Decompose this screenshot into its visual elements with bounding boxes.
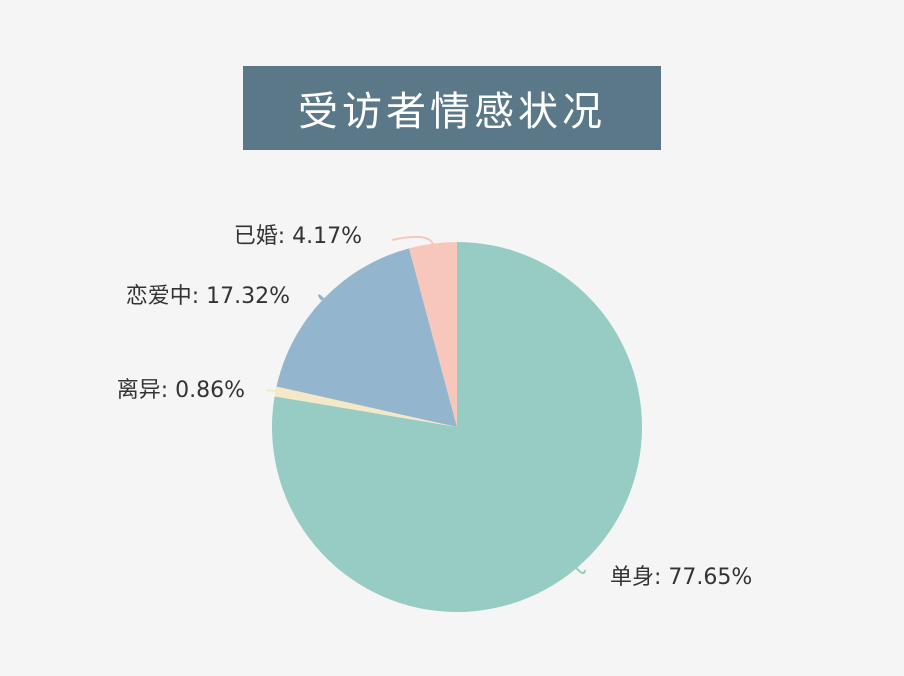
leader-line-1 <box>574 566 586 575</box>
pie-slice-3 <box>276 248 457 427</box>
chart-title: 受访者情感状况 <box>298 89 606 135</box>
leader-line-2 <box>267 389 278 393</box>
leader-line-4 <box>391 235 435 246</box>
pie-slice-4 <box>409 242 457 427</box>
chart-title-box: 受访者情感状况 <box>243 66 661 150</box>
slice-labels: 单身: 77.65% 离异: 0.86% 恋爱中: 17.32% 已婚: 4.17% <box>117 224 753 590</box>
slice-label-2: 离异: 0.86% <box>117 378 245 403</box>
slice-label-3: 恋爱中: 17.32% <box>126 284 290 309</box>
leader-lines <box>267 235 586 575</box>
pie-slices <box>272 242 642 612</box>
slice-label-1: 单身: 77.65% <box>610 565 752 590</box>
slice-label-4: 已婚: 4.17% <box>234 224 362 249</box>
pie-slice-2 <box>274 386 457 427</box>
leader-line-3 <box>318 294 326 302</box>
